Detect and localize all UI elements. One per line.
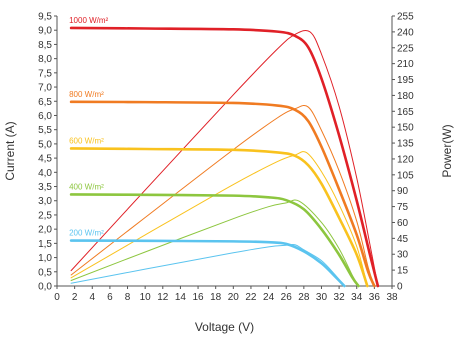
iv-curve-600 [69, 147, 369, 288]
iv-curve-400 [69, 193, 360, 288]
x-tick-label: 10 [140, 292, 152, 303]
x-tick-label: 18 [210, 292, 222, 303]
y-left-tick-label: 0,0 [38, 282, 52, 293]
x-tick-label: 30 [316, 292, 328, 303]
y-right-tick-label: 15 [397, 266, 409, 277]
y-left-tick-label: 8,0 [38, 54, 52, 65]
pv-curve-1000 [70, 29, 379, 287]
y-right-tick-label: 90 [397, 186, 409, 197]
x-tick-label: 14 [175, 292, 187, 303]
pv-curve-400 [70, 199, 359, 287]
x-tick-label: 20 [228, 292, 240, 303]
curves [69, 26, 380, 288]
y-right-tick-label: 150 [397, 123, 414, 134]
series-label-400: 400 W/m² [69, 182, 104, 191]
x-tick-label: 2 [72, 292, 78, 303]
x-tick-label: 22 [245, 292, 257, 303]
y-right-tick-label: 240 [397, 27, 414, 38]
y-left-tick-label: 7,5 [38, 68, 52, 79]
y-left-tick-label: 7,0 [38, 83, 52, 94]
x-tick-label: 36 [369, 292, 381, 303]
y-right-tick-label: 195 [397, 75, 414, 86]
series-label-600: 600 W/m² [69, 136, 104, 145]
series-label-1000: 1000 W/m² [69, 16, 108, 25]
y-axis-right-title: Power(W) [440, 124, 454, 177]
pv-curve-600 [70, 151, 368, 287]
series-labels: 1000 W/m² 800 W/m² 600 W/m² 400 W/m² 200 W/m… [69, 16, 108, 238]
x-tick-label: 28 [298, 292, 310, 303]
series-label-800: 800 W/m² [69, 90, 104, 99]
y-right-tick-label: 75 [397, 202, 409, 213]
y-left-tick-label: 4,0 [38, 168, 52, 179]
y-right-tick-label: 210 [397, 59, 414, 70]
x-axis-title: Voltage (V) [195, 320, 254, 334]
y-right-tick-label: 45 [397, 234, 409, 245]
y-right-tick-label: 120 [397, 154, 414, 165]
iv-curve-1000 [69, 26, 380, 288]
y-left-tick-label: 0,5 [38, 267, 52, 278]
x-tick-label: 8 [125, 292, 131, 303]
x-tick-label: 24 [263, 292, 275, 303]
x-tick-label: 6 [107, 292, 113, 303]
y-right-tick-label: 165 [397, 107, 414, 118]
y-left-tick-label: 9,5 [38, 12, 52, 23]
y-right-tick-label: 60 [397, 218, 409, 229]
y-axis-left-title: Current (A) [3, 121, 17, 180]
y-left-tick-label: 8,5 [38, 40, 52, 51]
x-tick-label: 12 [157, 292, 169, 303]
x-tick-label: 34 [351, 292, 363, 303]
y-left-tick-label: 5,5 [38, 125, 52, 136]
x-tick-label: 4 [89, 292, 95, 303]
y-right-tick-label: 225 [397, 43, 414, 54]
pv-curve-800 [70, 105, 375, 287]
y-right-tick-label: 255 [397, 12, 414, 23]
x-tick-label: 16 [192, 292, 204, 303]
y-right-tick-label: 0 [397, 282, 403, 293]
y-left-tick-label: 5,0 [38, 139, 52, 150]
y-right-tick-label: 180 [397, 91, 414, 102]
y-left-tick-label: 6,0 [38, 111, 52, 122]
y-right-tick-label: 30 [397, 250, 409, 261]
iv-curve-200 [69, 239, 346, 288]
y-left-tick-label: 1,0 [38, 253, 52, 264]
y-left-tick-label: 4,5 [38, 154, 52, 165]
y-left-tick-label: 9,0 [38, 26, 52, 37]
x-tick-label: 26 [281, 292, 293, 303]
series-label-200: 200 W/m² [69, 229, 104, 238]
y-left-tick-label: 2,5 [38, 210, 52, 221]
y-left-tick-label: 1,5 [38, 239, 52, 250]
y-right-tick-label: 105 [397, 170, 414, 181]
y-right-tick-label: 135 [397, 139, 414, 150]
y-left-tick-label: 2,0 [38, 225, 52, 236]
y-left-tick-label: 6,5 [38, 97, 52, 108]
x-tick-label: 38 [386, 292, 398, 303]
y-left-tick-label: 3,0 [38, 196, 52, 207]
iv-curve-800 [69, 100, 376, 288]
axes: 0 2 4 6 8 10 12 14 16 18 20 22 24 26 28 30 32 34 36 380,00,… [38, 12, 414, 304]
x-tick-label: 0 [54, 292, 60, 303]
y-left-tick-label: 3,5 [38, 182, 52, 193]
x-tick-label: 32 [334, 292, 346, 303]
